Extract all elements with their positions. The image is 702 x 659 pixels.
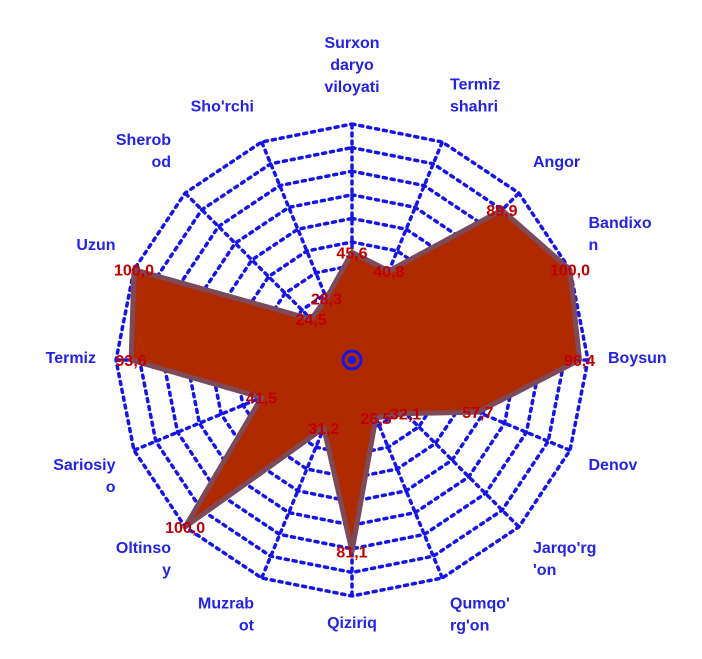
category-label-line: shahri — [450, 99, 498, 116]
category-label-line: Surxon — [324, 35, 379, 52]
category-label-line: rg'on — [450, 618, 489, 635]
category-label: Boysun — [608, 350, 667, 367]
value-label: 96,4 — [564, 353, 595, 370]
category-label: Sariosiy o — [53, 457, 115, 496]
value-label: 81,1 — [336, 544, 367, 561]
category-label: Qiziriq — [327, 615, 377, 632]
category-label: Muzrab ot — [198, 596, 255, 635]
category-label-line: viloyati — [324, 79, 379, 96]
value-labels: 45,6 40,8 89,9 100,0 96,4 57,7 32,126,5 81,1 31,… — [114, 203, 595, 561]
category-label-line: Bandixo — [589, 215, 652, 232]
value-label: 89,9 — [486, 203, 517, 220]
category-label: Angor — [533, 154, 580, 171]
value-label: 24,5 — [296, 312, 327, 329]
category-label: Termiz — [46, 350, 96, 367]
value-label: 32,1 — [390, 407, 421, 424]
category-label-line: od — [151, 154, 171, 171]
category-label-line: Oltinso — [116, 540, 171, 557]
center-marker — [341, 349, 363, 371]
category-label: Uzun — [76, 237, 115, 254]
value-label: 100,0 — [114, 263, 154, 280]
value-label: 45,6 — [336, 245, 367, 262]
category-label-line: Termiz — [46, 350, 96, 367]
category-label-line: Qiziriq — [327, 615, 377, 632]
category-label-line: daryo — [330, 57, 374, 74]
category-label: Sherob od — [116, 132, 171, 171]
category-label-line: Angor — [533, 154, 580, 171]
category-label-line: ot — [239, 618, 255, 635]
category-label: Surxon daryo viloyati — [324, 35, 379, 96]
value-label: 31,2 — [308, 421, 339, 438]
category-label: Denov — [589, 457, 638, 474]
category-label-line: y — [162, 562, 171, 579]
value-label: 26,5 — [360, 411, 391, 428]
data-area-layer — [128, 207, 582, 554]
category-label-line: Qumqo' — [450, 596, 510, 613]
category-labels: Surxon daryo viloyati Termiz shahri Angor Band… — [46, 35, 667, 635]
center-dot — [348, 356, 356, 364]
category-label-line: Termiz — [450, 77, 500, 94]
category-label: Oltinso y — [116, 540, 171, 579]
category-label: Sho'rchi — [191, 99, 254, 116]
category-label-line: Sho'rchi — [191, 99, 254, 116]
value-label: 100,0 — [165, 520, 205, 537]
category-label-line: Muzrab — [198, 596, 254, 613]
category-label-line: 'on — [533, 562, 556, 579]
center-ring — [341, 349, 363, 371]
value-label: 28,3 — [311, 291, 342, 308]
value-label: 57,7 — [462, 405, 493, 422]
value-label: 40,8 — [373, 264, 404, 281]
category-label-line: Denov — [589, 457, 638, 474]
category-label: Bandixo n — [589, 215, 652, 254]
category-label: Qumqo' rg'on — [450, 596, 510, 635]
category-label: Termiz shahri — [450, 77, 500, 116]
value-label: 100,0 — [550, 263, 590, 280]
series-area — [128, 207, 582, 554]
category-label-line: o — [106, 479, 116, 496]
category-label-line: Sariosiy — [53, 457, 115, 474]
category-label: Jarqo'rg 'on — [533, 540, 596, 579]
category-label-line: Uzun — [76, 237, 115, 254]
value-label: 93,6 — [116, 353, 147, 370]
value-label: 41,5 — [246, 391, 277, 408]
category-label-line: n — [589, 237, 599, 254]
category-label-line: Jarqo'rg — [533, 540, 596, 557]
category-label-line: Sherob — [116, 132, 171, 149]
category-label-line: Boysun — [608, 350, 667, 367]
